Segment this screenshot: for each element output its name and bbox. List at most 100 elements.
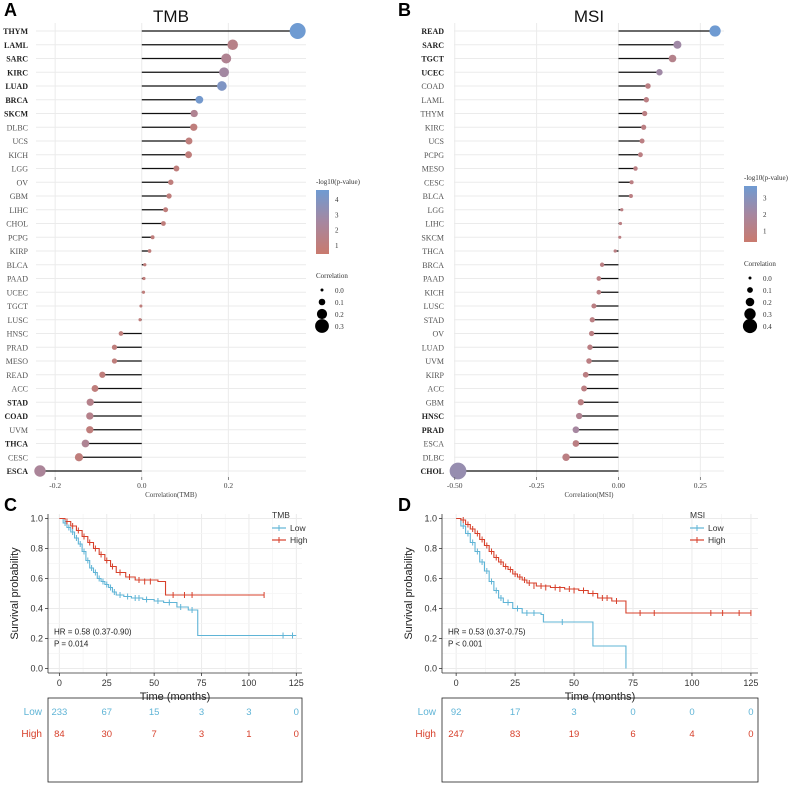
category-label: UCS [428, 137, 444, 146]
y-axis-label: Survival probability [9, 547, 21, 640]
panel-letter-c: C [4, 495, 17, 515]
lollipop-dot [168, 179, 174, 185]
legend-size-tick: 0.0 [335, 287, 344, 295]
legend-color-tick: 1 [763, 227, 767, 235]
panel-letter-d: D [398, 495, 411, 515]
category-label: LGG [12, 165, 29, 174]
legend-color-tick: 2 [763, 211, 767, 219]
x-tick-label: 0.00 [612, 481, 625, 490]
category-label: ESCA [7, 467, 29, 476]
category-label: LUAD [5, 82, 28, 91]
legend-size-tick: 0.2 [763, 299, 772, 307]
category-label: PRAD [422, 426, 444, 435]
category-label: MESO [422, 165, 444, 174]
hazard-ratio-text: HR = 0.58 (0.37-0.90) [54, 628, 132, 637]
y-tick-label: 1.0 [424, 514, 437, 524]
y-tick-label: 0.8 [424, 544, 437, 554]
category-label: HNSC [7, 330, 28, 339]
legend-size-dot [744, 308, 756, 320]
risk-count-high: 7 [152, 729, 157, 740]
lollipop-dot [150, 235, 155, 240]
risk-count-high: 0 [748, 729, 753, 740]
y-tick-label: 0.0 [30, 664, 43, 674]
x-tick-label: 100 [684, 678, 699, 688]
category-label: UVM [425, 357, 444, 366]
lollipop-dot [591, 303, 597, 309]
lollipop-dot [166, 193, 172, 199]
lollipop-dot [599, 262, 605, 267]
x-tick-label: 75 [628, 678, 638, 688]
legend-size-title: Correlation [316, 272, 348, 280]
category-label: PRAD [7, 343, 29, 352]
category-label: KICH [424, 288, 444, 297]
legend-size-dot [320, 288, 324, 292]
legend-color-tick: 4 [335, 196, 339, 204]
lollipop-dot [217, 81, 227, 91]
risk-count-low: 0 [630, 707, 635, 718]
category-label: THYM [3, 27, 28, 36]
x-tick-label: 125 [289, 678, 304, 688]
legend-title: TMB [272, 510, 290, 520]
category-label: THCA [422, 247, 444, 256]
lollipop-dot [221, 53, 232, 64]
category-label: KIRP [426, 371, 445, 380]
lollipop-dot [575, 412, 583, 420]
lollipop-dot [577, 399, 584, 406]
lollipop-dot [582, 371, 589, 378]
legend-size-tick: 0.1 [335, 299, 344, 307]
risk-count-low: 15 [149, 707, 160, 718]
lollipop-dot [143, 263, 147, 267]
y-axis-label: Survival probability [403, 547, 415, 640]
lollipop-dot [589, 317, 595, 323]
lollipop-dot [709, 25, 721, 37]
category-label: CHOL [6, 220, 28, 229]
lollipop-dot [91, 385, 99, 392]
y-tick-label: 0.6 [30, 574, 43, 584]
legend-size-tick: 0.2 [335, 311, 344, 319]
legend-color-tick: 2 [335, 227, 339, 235]
category-label: LAML [421, 96, 444, 105]
risk-label-high: High [21, 729, 42, 740]
y-tick-label: 0.0 [424, 664, 437, 674]
p-value-text: P < 0.001 [448, 640, 483, 649]
lollipop-dot [111, 344, 118, 350]
y-tick-label: 0.2 [30, 634, 43, 644]
legend-size-dot [747, 287, 753, 293]
category-label: SARC [6, 55, 28, 64]
category-label: BLCA [7, 261, 29, 270]
category-label: READ [6, 371, 28, 380]
x-tick-label: 50 [149, 678, 159, 688]
risk-count-high: 247 [448, 729, 464, 740]
lollipop-dot [185, 137, 193, 145]
category-label: BRCA [422, 261, 444, 270]
category-label: CESC [424, 178, 444, 187]
category-label: THCA [5, 440, 28, 449]
x-tick-label: -0.25 [529, 481, 545, 490]
x-tick-label: 0.25 [694, 481, 707, 490]
category-label: STAD [7, 398, 28, 407]
y-tick-label: 1.0 [30, 514, 43, 524]
lollipop-dot [81, 439, 90, 448]
category-label: KICH [8, 151, 28, 160]
lollipop-dot [668, 54, 677, 63]
lollipop-dot [656, 69, 663, 76]
y-tick-label: 0.4 [424, 604, 437, 614]
category-label: CHOL [420, 467, 444, 476]
legend-size-tick: 0.0 [763, 275, 772, 283]
risk-label-low: Low [24, 707, 43, 718]
category-label: LIHC [9, 206, 28, 215]
lollipop-dot [620, 208, 624, 212]
risk-table-box [47, 697, 303, 783]
x-tick-label: 25 [102, 678, 112, 688]
survival-curve-low [59, 517, 297, 637]
lollipop-dot [673, 40, 682, 49]
risk-table-box [441, 697, 759, 783]
lollipop-dot [138, 318, 142, 322]
x-axis-label: Time (months) [140, 691, 211, 703]
category-label: TGCT [421, 55, 444, 64]
lollipop-dot [190, 109, 198, 118]
category-label: MESO [6, 357, 28, 366]
category-label: UCEC [7, 288, 28, 297]
